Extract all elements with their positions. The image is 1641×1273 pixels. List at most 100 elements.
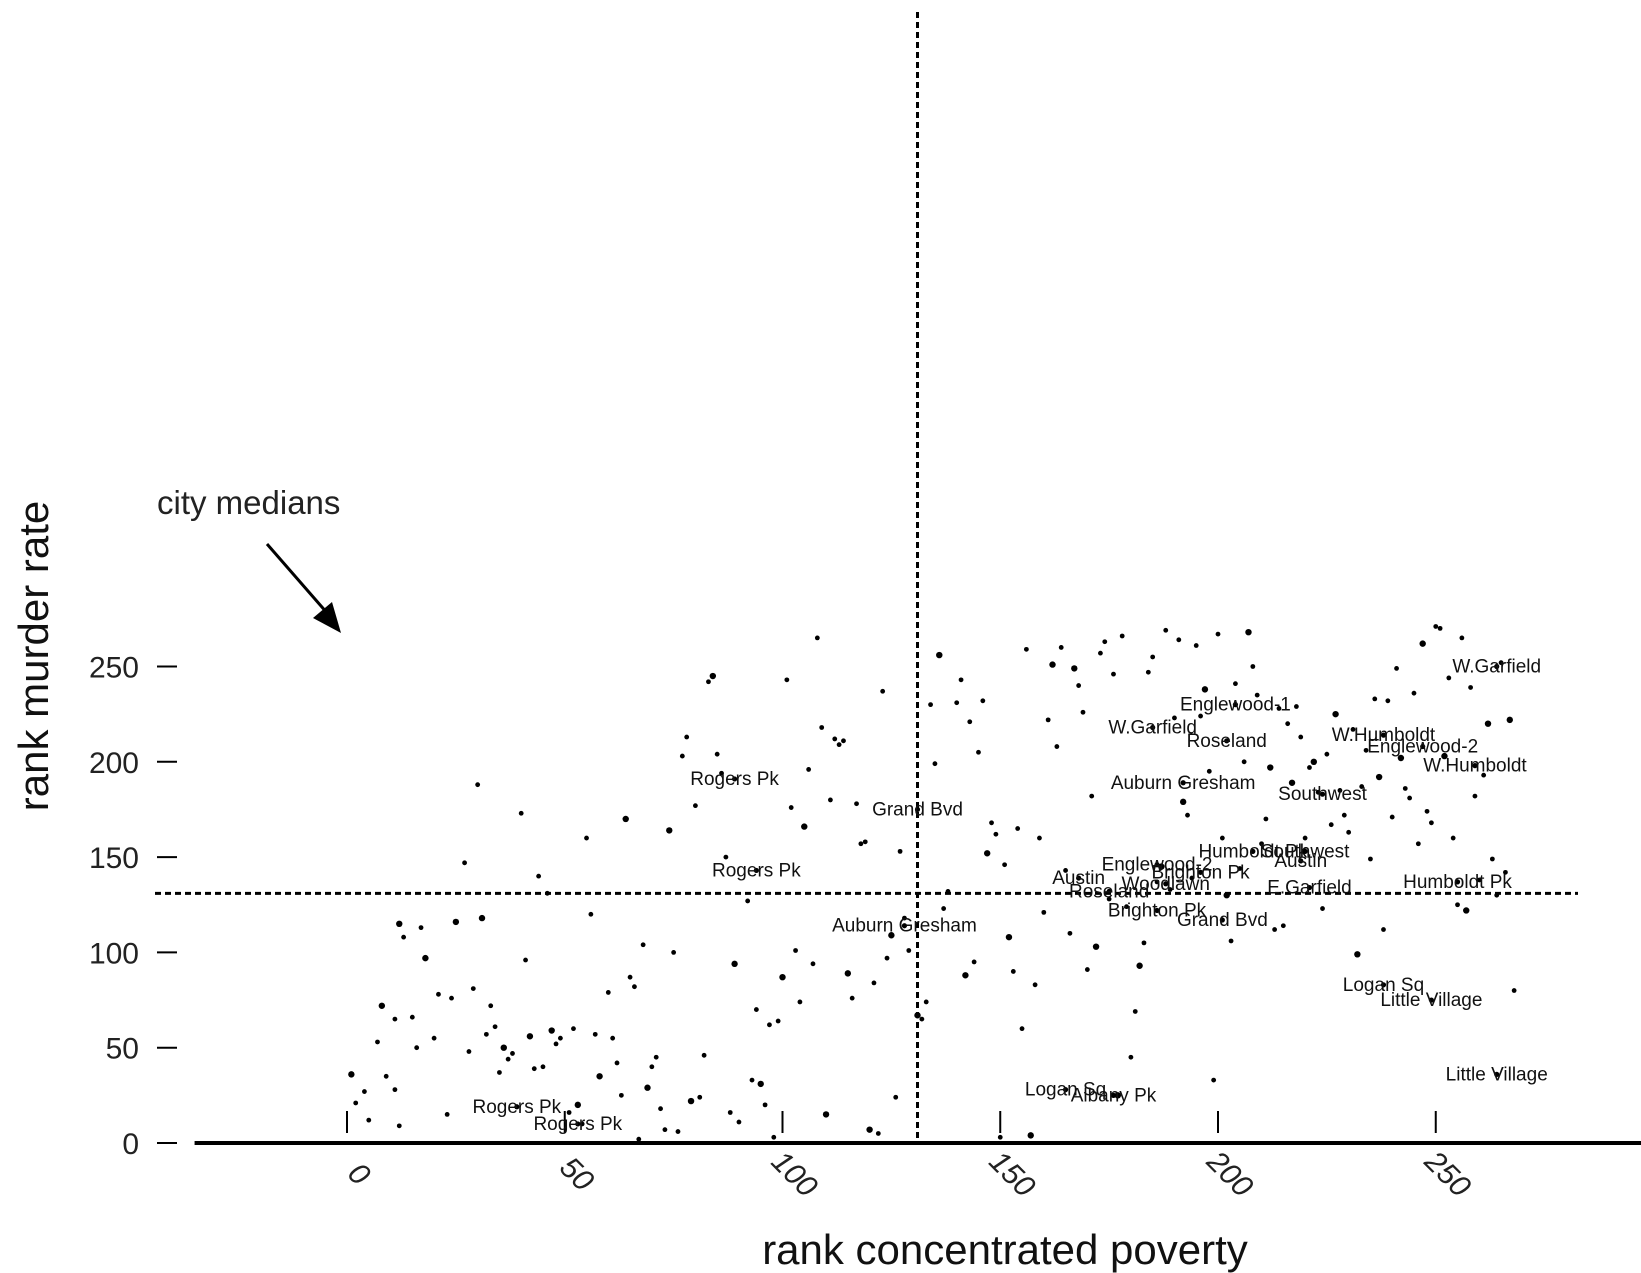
- data-point: [1136, 962, 1143, 969]
- data-point: [1002, 862, 1008, 868]
- data-point: [1049, 661, 1056, 668]
- data-point: [1150, 654, 1156, 660]
- data-point: [897, 848, 903, 854]
- x-tick-label: 150: [983, 1145, 1042, 1204]
- data-point: [797, 999, 803, 1005]
- data-point: [618, 1092, 624, 1098]
- labeled-data-point: [1319, 791, 1326, 797]
- labeled-data-point: [1494, 663, 1500, 670]
- data-point: [414, 1045, 420, 1051]
- point-label: E.Garfield: [1267, 878, 1351, 899]
- data-point: [375, 1039, 380, 1045]
- point-label: Southwest: [1261, 841, 1350, 862]
- y-tick-label: 0: [122, 1128, 139, 1161]
- data-point: [1288, 779, 1296, 786]
- data-point: [1498, 660, 1504, 666]
- data-point: [1215, 631, 1221, 637]
- data-point: [596, 1073, 603, 1080]
- data-point: [1332, 710, 1339, 718]
- data-point: [854, 801, 859, 807]
- data-point: [1019, 1026, 1025, 1032]
- data-point: [958, 677, 964, 683]
- data-point: [1163, 627, 1169, 633]
- data-point: [1063, 868, 1068, 873]
- data-point: [662, 1127, 668, 1133]
- data-point: [866, 1126, 873, 1133]
- data-point: [762, 1102, 768, 1108]
- data-point: [492, 1024, 498, 1030]
- data-point: [505, 1056, 511, 1062]
- data-point: [1241, 759, 1247, 765]
- data-point: [1114, 1092, 1122, 1099]
- data-point: [553, 1041, 559, 1047]
- data-point: [1337, 787, 1343, 793]
- data-point: [914, 1012, 921, 1019]
- data-point: [431, 1035, 437, 1041]
- data-point: [932, 761, 938, 767]
- data-point: [649, 1064, 655, 1070]
- y-axis-ticks: 0 50 100 150 200 250: [89, 652, 177, 1161]
- data-point: [1245, 628, 1252, 636]
- data-point: [622, 815, 629, 823]
- data-point: [714, 751, 720, 757]
- data-point: [1010, 969, 1016, 974]
- data-point: [1106, 896, 1112, 902]
- data-point: [1397, 754, 1405, 762]
- data-point: [422, 954, 429, 962]
- point-label: Austin: [1052, 868, 1105, 889]
- data-point: [1324, 751, 1330, 757]
- data-point: [1450, 835, 1456, 841]
- data-point: [1503, 869, 1508, 875]
- data-point: [1328, 822, 1334, 828]
- data-point: [1363, 747, 1369, 753]
- data-point: [806, 767, 812, 772]
- data-point: [1185, 812, 1190, 818]
- data-point: [462, 860, 467, 866]
- point-label: Woodlawn: [1122, 874, 1210, 895]
- data-point: [1263, 816, 1269, 822]
- point-label: W.Humboldt: [1423, 756, 1527, 777]
- data-point: [983, 850, 991, 857]
- data-point: [584, 835, 589, 841]
- point-label: Logan Sq: [1025, 1080, 1106, 1101]
- data-point: [844, 970, 852, 977]
- data-point: [902, 915, 907, 921]
- data-point: [1158, 863, 1165, 870]
- data-point: [1459, 635, 1465, 641]
- labeled-data-point: [1110, 1092, 1117, 1098]
- data-point: [1455, 902, 1460, 908]
- data-point: [1071, 665, 1078, 672]
- data-point: [1145, 669, 1151, 675]
- data-point: [1389, 814, 1395, 820]
- data-point: [1206, 768, 1212, 774]
- data-point: [1223, 892, 1230, 899]
- x-tick-label: 50: [553, 1151, 600, 1198]
- data-point: [632, 984, 637, 990]
- data-point: [888, 932, 895, 939]
- point-label: Logan Sq: [1343, 975, 1424, 996]
- data-point: [470, 986, 476, 992]
- data-point: [627, 974, 633, 980]
- data-point: [779, 973, 786, 981]
- data-point: [880, 688, 886, 694]
- data-point: [1023, 646, 1029, 652]
- labeled-data-point: [1180, 780, 1186, 786]
- data-point: [1141, 940, 1147, 946]
- city-medians-label: city medians: [157, 484, 340, 521]
- labeled-data-point: [1420, 743, 1426, 750]
- data-point: [701, 1052, 707, 1058]
- data-point: [923, 999, 929, 1005]
- data-point: [1307, 765, 1312, 770]
- data-point: [767, 1022, 772, 1028]
- data-point: [971, 959, 977, 965]
- data-point: [1201, 686, 1209, 693]
- point-label: Auburn Gresham: [1111, 773, 1256, 794]
- data-point: [1346, 829, 1352, 835]
- data-point: [836, 742, 842, 748]
- x-axis-title: rank concentrated poverty: [762, 1226, 1248, 1273]
- data-point: [1054, 744, 1060, 749]
- data-point: [1394, 666, 1399, 671]
- data-point: [1441, 752, 1448, 760]
- data-point: [1098, 650, 1103, 656]
